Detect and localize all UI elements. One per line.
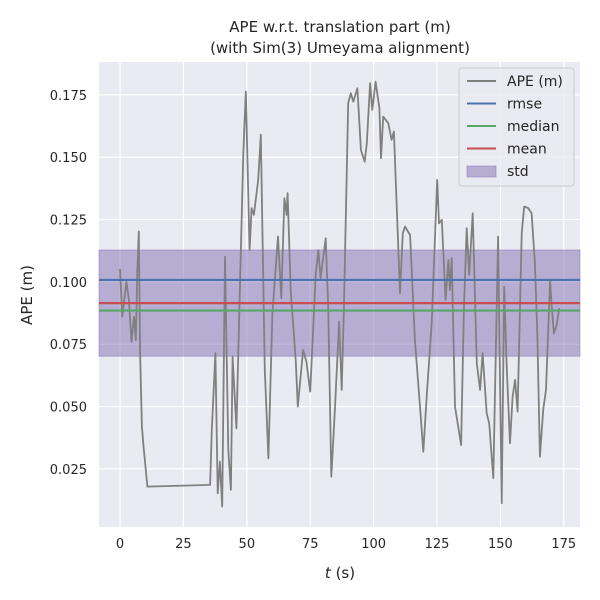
x-axis-label-var: t bbox=[325, 564, 332, 582]
legend: APE (m) rmse median mean std bbox=[458, 67, 575, 187]
x-tick-labels: 0 25 50 75 100 125 150 175 bbox=[116, 537, 576, 552]
y-tick-labels: 0.025 0.050 0.075 0.100 0.125 0.150 0.175 bbox=[50, 89, 87, 478]
x-tick-label: 0 bbox=[116, 537, 124, 552]
y-tick-label: 0.100 bbox=[50, 276, 87, 291]
y-tick-label: 0.050 bbox=[50, 401, 87, 416]
legend-label: rmse bbox=[507, 97, 542, 113]
legend-label: std bbox=[507, 164, 529, 180]
ape-series-line bbox=[119, 80, 561, 508]
x-tick-label: 75 bbox=[302, 537, 319, 552]
y-tick-label: 0.025 bbox=[50, 463, 87, 478]
legend-label: APE (m) bbox=[507, 74, 563, 90]
x-tick-label: 25 bbox=[175, 537, 192, 552]
legend-swatch-std bbox=[466, 165, 497, 178]
series-group bbox=[99, 80, 580, 508]
legend-label: median bbox=[507, 119, 559, 135]
chart-title-line1: APE w.r.t. translation part (m) bbox=[229, 18, 450, 36]
x-tick-label: 175 bbox=[551, 537, 576, 552]
y-tick-label: 0.075 bbox=[50, 338, 87, 353]
legend-label: mean bbox=[507, 142, 547, 158]
chart-title-line2: (with Sim(3) Umeyama alignment) bbox=[210, 39, 470, 57]
y-tick-label: 0.175 bbox=[50, 89, 87, 104]
x-tick-label: 125 bbox=[425, 537, 450, 552]
x-tick-label: 150 bbox=[488, 537, 513, 552]
y-tick-label: 0.125 bbox=[50, 214, 87, 229]
legend-box bbox=[458, 67, 575, 187]
x-axis-label: t (s) bbox=[325, 564, 355, 582]
x-axis-label-unit: (s) bbox=[331, 564, 355, 582]
x-tick-label: 100 bbox=[361, 537, 386, 552]
x-tick-label: 50 bbox=[239, 537, 256, 552]
y-axis-label: APE (m) bbox=[18, 265, 36, 325]
y-tick-label: 0.150 bbox=[50, 151, 87, 166]
